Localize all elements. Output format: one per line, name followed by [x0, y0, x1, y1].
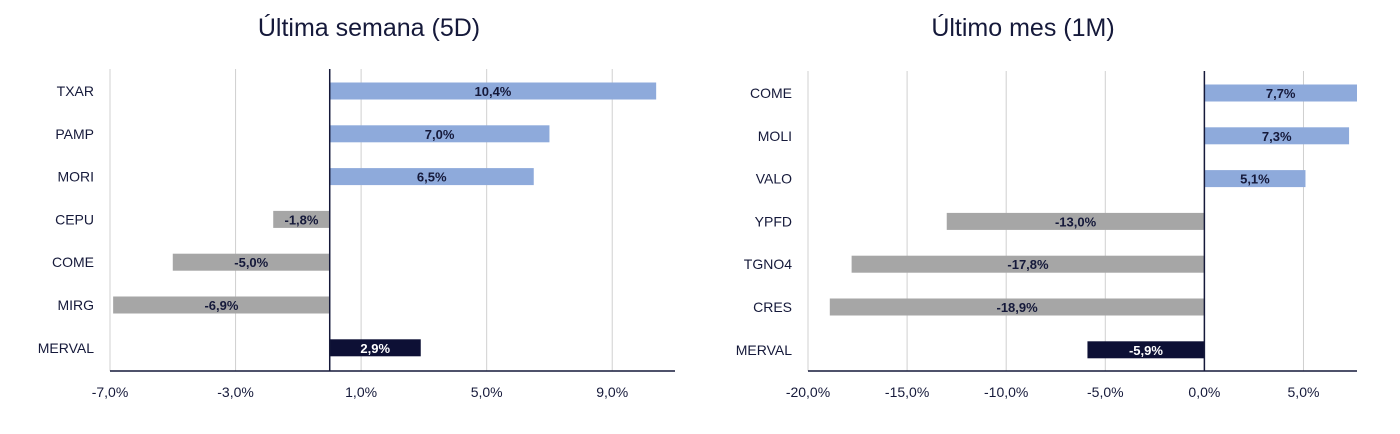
- weekly-bar-cepu: [273, 210, 330, 228]
- chart-svg-monthly: -20,0% -15,0% -10,0% -5,0% 0,0% 5,0% 7,7% COME 7…: [736, 71, 1357, 400]
- monthly-bar-tgno4: [851, 255, 1205, 273]
- chart-title-monthly: Último mes (1M): [931, 14, 1115, 42]
- weekly-bar-value-label: -1,8%: [284, 212, 318, 227]
- monthly-x-tick-label: -10,0%: [984, 384, 1028, 400]
- monthly-x-tick-label: 0,0%: [1188, 384, 1220, 400]
- monthly-bar-value-label: 5,1%: [1240, 172, 1270, 187]
- monthly-bar-cres: [829, 298, 1205, 316]
- weekly-bar-mirg: [113, 296, 330, 314]
- weekly-x-tick-label: 5,0%: [471, 384, 503, 400]
- monthly-bar-value-label: -13,0%: [1055, 214, 1097, 229]
- weekly-x-tick-label: -7,0%: [92, 384, 129, 400]
- monthly-x-tick-label: -15,0%: [885, 384, 929, 400]
- monthly-bar-value-label: -18,9%: [996, 300, 1038, 315]
- monthly-bar-valo: [1204, 170, 1306, 188]
- monthly-bar-value-label: -5,9%: [1129, 343, 1163, 358]
- monthly-bar-merval: [1087, 341, 1205, 359]
- weekly-bar-value-label: 7,0%: [425, 127, 455, 142]
- weekly-category-label: MIRG: [57, 297, 94, 313]
- monthly-category-label: TGNO4: [744, 256, 792, 272]
- weekly-x-tick-label: 9,0%: [596, 384, 628, 400]
- weekly-x-tick-label: -3,0%: [217, 384, 254, 400]
- monthly-category-label: VALO: [756, 171, 792, 187]
- chart-svg-weekly: -7,0% -3,0% 1,0% 5,0% 9,0% 10,4% TXAR 7,0% PAMP 6…: [38, 69, 675, 400]
- weekly-category-label: MORI: [57, 169, 94, 185]
- chart-panel-weekly: Última semana (5D) -7,0% -3,0% 1,0% 5,0% 9,0…: [38, 14, 675, 400]
- monthly-bar-come: [1204, 84, 1357, 102]
- monthly-bar-value-label: -17,8%: [1007, 257, 1049, 272]
- weekly-bar-mori: [329, 168, 534, 186]
- weekly-bar-value-label: -5,0%: [234, 255, 268, 270]
- monthly-category-label: MERVAL: [736, 342, 792, 358]
- weekly-bar-pamp: [329, 125, 550, 143]
- monthly-x-tick-label: -20,0%: [786, 384, 830, 400]
- weekly-bar-value-label: -6,9%: [204, 298, 238, 313]
- monthly-x-tick-label: -5,0%: [1087, 384, 1124, 400]
- monthly-category-label: MOLI: [758, 128, 792, 144]
- monthly-bar-value-label: 7,7%: [1266, 86, 1296, 101]
- monthly-bar-ypfd: [946, 212, 1205, 230]
- weekly-category-label: MERVAL: [38, 340, 94, 356]
- monthly-x-tick-label: 5,0%: [1288, 384, 1320, 400]
- weekly-category-label: PAMP: [55, 126, 94, 142]
- monthly-category-label: CRES: [753, 299, 792, 315]
- weekly-x-tick-label: 1,0%: [345, 384, 377, 400]
- chart-title-weekly: Última semana (5D): [257, 14, 481, 42]
- weekly-bar-value-label: 10,4%: [475, 84, 512, 99]
- chart-panel-monthly: Último mes (1M) -20,0% -15,0% -10,0% -5,0% 0…: [700, 0, 1400, 434]
- monthly-bar-value-label: 7,3%: [1262, 129, 1292, 144]
- monthly-category-label: COME: [750, 85, 792, 101]
- weekly-bar-merval: [329, 339, 421, 357]
- monthly-category-label: YPFD: [755, 213, 792, 229]
- weekly-bar-value-label: 6,5%: [417, 170, 447, 185]
- weekly-bar-txar: [329, 82, 657, 100]
- monthly-bar-moli: [1204, 127, 1350, 145]
- weekly-category-label: TXAR: [57, 83, 94, 99]
- weekly-bar-come: [172, 253, 330, 271]
- weekly-bar-value-label: 2,9%: [360, 341, 390, 356]
- weekly-category-label: CEPU: [55, 211, 94, 227]
- weekly-category-label: COME: [52, 254, 94, 270]
